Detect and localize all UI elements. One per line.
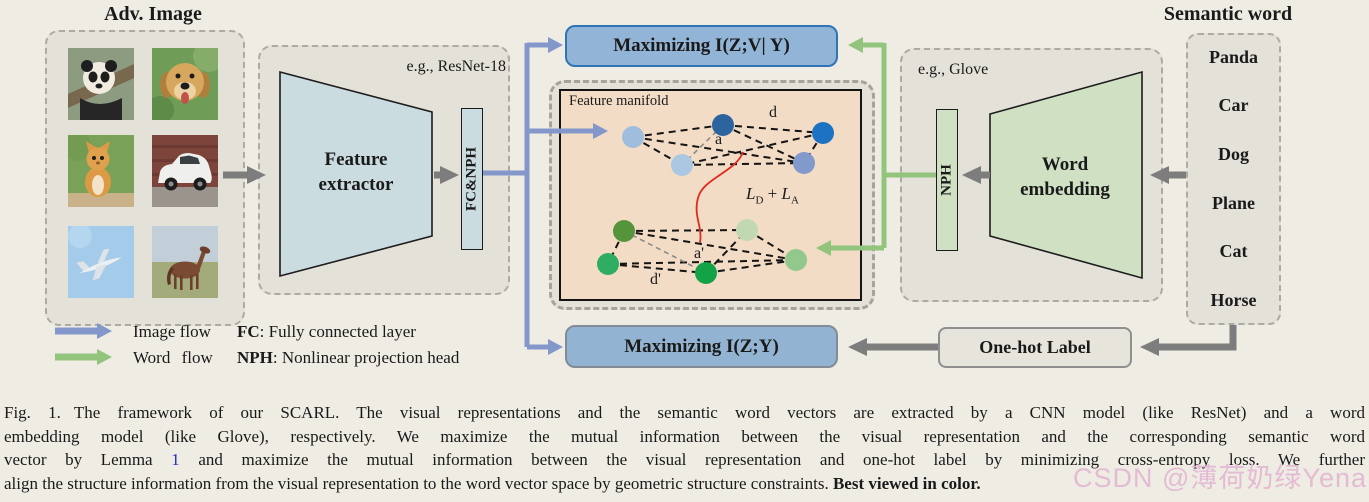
loss-label: LD + LA bbox=[746, 184, 799, 206]
watermark: CSDN @薄荷奶绿Yena bbox=[1073, 463, 1367, 493]
feature-extractor-line1: Feature bbox=[324, 149, 388, 170]
loss-ld-sub: D bbox=[755, 194, 764, 207]
caption-line3-pre: vector by Lemma bbox=[4, 450, 153, 470]
caption-line-1: Fig. 1. The framework of our SCARL. The v… bbox=[4, 401, 1365, 425]
caption-line2-text: embedding model (like Glove), respective… bbox=[4, 426, 1365, 446]
semantic-word-title: Semantic word bbox=[1163, 3, 1293, 25]
one-hot-label-box: One-hot Label bbox=[938, 327, 1132, 368]
feature-manifold-box bbox=[559, 89, 862, 301]
semantic-word-cat: Cat bbox=[1219, 241, 1248, 262]
legend-image-flow-label: Image flow bbox=[133, 322, 211, 341]
caption-line4-text: align the structure information from the… bbox=[4, 473, 829, 493]
nph-abbr: NPH bbox=[237, 348, 273, 367]
figure-caption: Fig. 1. The framework of our SCARL. The v… bbox=[4, 401, 1365, 495]
semantic-word-car: Car bbox=[1218, 95, 1249, 116]
maximizing-izy-box: Maximizing I(Z;Y) bbox=[565, 325, 838, 368]
semantic-word-horse: Horse bbox=[1210, 290, 1257, 311]
caption-line1-text: The framework of our SCARL. The visual r… bbox=[73, 403, 1365, 422]
feature-extractor-label: Feature extractor bbox=[286, 147, 426, 197]
fc-nph-block: FC&NPH bbox=[461, 108, 483, 250]
distance-label-d: d bbox=[769, 104, 777, 121]
loss-la: L bbox=[781, 184, 791, 203]
nph-definition-text: : Nonlinear projection head bbox=[272, 348, 460, 367]
legend-fc-definition: FC: Fully connected layer bbox=[237, 322, 416, 342]
angle-label-a: a bbox=[715, 131, 723, 148]
caption-line3-post: and maximize the mutual information betw… bbox=[198, 450, 1365, 470]
legend-word-flow-label: Word flow bbox=[133, 348, 213, 367]
cat-image bbox=[68, 135, 134, 207]
semantic-word-panda: Panda bbox=[1208, 46, 1259, 67]
loss-plus: + bbox=[763, 184, 782, 203]
maximizing-izvy-box: Maximizing I(Z;V| Y) bbox=[565, 25, 838, 67]
glove-example-label: e.g., Glove bbox=[918, 61, 989, 78]
car-image bbox=[152, 135, 218, 207]
loss-la-sub: A bbox=[790, 194, 799, 207]
word-embedding-line1: Word bbox=[1041, 154, 1089, 175]
adv-image-title: Adv. Image bbox=[104, 3, 202, 25]
legend-nph-definition: NPH: Nonlinear projection head bbox=[237, 348, 459, 368]
resnet-example-label: e.g., ResNet-18 bbox=[406, 58, 506, 75]
feature-extractor-line2: extractor bbox=[318, 174, 394, 195]
semantic-word-panel bbox=[1186, 33, 1281, 325]
lemma-1-link[interactable]: 1 bbox=[171, 450, 180, 470]
fc-abbr: FC bbox=[237, 322, 260, 341]
plane-image bbox=[68, 226, 134, 298]
caption-best-viewed: Best viewed in color. bbox=[832, 473, 981, 493]
fc-definition-text: : Fully connected layer bbox=[259, 322, 416, 341]
semantic-word-dog: Dog bbox=[1218, 144, 1249, 165]
adv-image-grid bbox=[45, 30, 245, 326]
nph-block: NPH bbox=[936, 109, 958, 251]
distance-label-d-prime: d' bbox=[650, 271, 661, 288]
nph-label: NPH bbox=[938, 164, 955, 196]
fc-nph-label: FC&NPH bbox=[463, 146, 480, 212]
caption-line-4: align the structure information from the… bbox=[4, 472, 1365, 496]
loss-ld: L bbox=[746, 184, 756, 203]
horse-image bbox=[152, 226, 218, 298]
semantic-word-list: Panda Car Dog Plane Cat Horse bbox=[1186, 33, 1281, 325]
caption-fig-label: Fig. 1. bbox=[4, 403, 61, 422]
word-embedding-line2: embedding bbox=[1020, 179, 1110, 200]
feature-manifold-title: Feature manifold bbox=[569, 93, 669, 109]
arrow-words-to-onehot-icon bbox=[1140, 325, 1237, 356]
angle-label-a-prime: a' bbox=[694, 245, 704, 262]
caption-line-3: vector by Lemma 1 and maximize the mutua… bbox=[4, 448, 1365, 472]
panda-image bbox=[68, 48, 134, 120]
caption-line-2: embedding model (like Glove), respective… bbox=[4, 425, 1365, 449]
semantic-word-plane: Plane bbox=[1212, 192, 1255, 213]
word-embedding-label: Word embedding bbox=[991, 152, 1139, 202]
dog-image bbox=[152, 48, 218, 120]
